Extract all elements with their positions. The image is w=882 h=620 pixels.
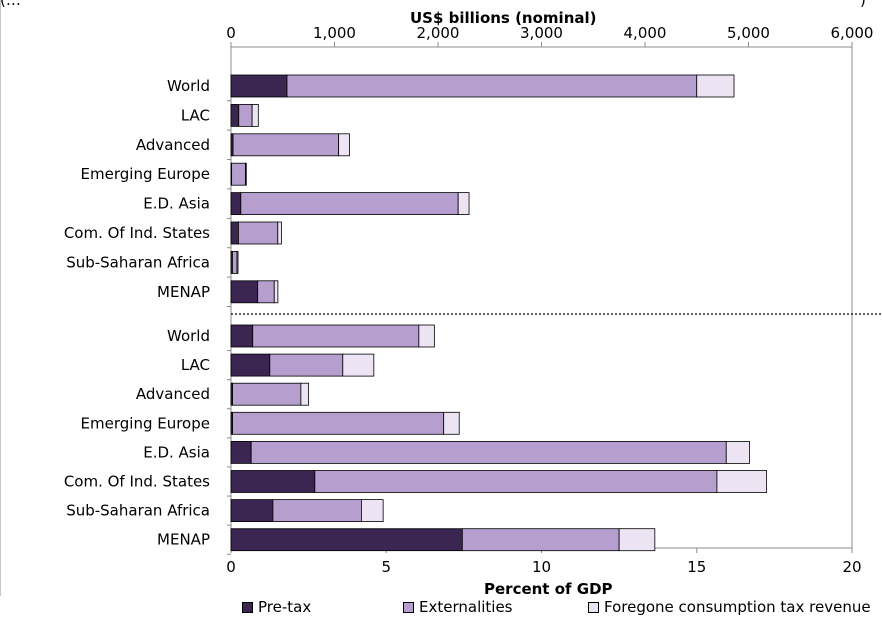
bottom-category-label: LAC xyxy=(181,356,210,374)
stacked-bar-chart: (…) US$ billions (nominal) 0 1,000 2,000 3,00… xyxy=(0,0,882,596)
header-fragment-right: ) xyxy=(860,0,866,9)
top-category-label: E.D. Asia xyxy=(143,195,210,213)
bottom-bar-externalities xyxy=(250,440,727,464)
bottom-bar-externalities xyxy=(269,353,344,377)
top-bar-externalities xyxy=(231,162,246,186)
top-tick-label: 5,000 xyxy=(727,24,770,42)
bottom-bar-pretax xyxy=(230,324,254,348)
top-category-label: Sub-Saharan Africa xyxy=(66,253,210,271)
top-bar-foregone xyxy=(338,133,350,157)
top-category-label: Com. Of Ind. States xyxy=(64,224,210,242)
bottom-category-label: MENAP xyxy=(157,531,210,549)
legend-item-foregone: Foregone consumption tax revenue xyxy=(588,598,871,616)
bottom-bar-foregone xyxy=(443,411,460,435)
bottom-category-label: World xyxy=(167,327,210,345)
bottom-bar-externalities xyxy=(232,411,445,435)
bottom-tick-label: 20 xyxy=(842,558,861,576)
chart-legend: Pre-tax Externalities Foregone consumpti… xyxy=(0,596,882,620)
legend-swatch-externalities xyxy=(403,601,414,613)
top-bar-pretax xyxy=(230,104,240,127)
top-category-label: LAC xyxy=(181,106,210,124)
top-bar-externalities xyxy=(286,74,698,98)
bottom-category-label: E.D. Asia xyxy=(143,443,210,461)
bottom-category-label: Emerging Europe xyxy=(81,414,210,432)
legend-label-foregone: Foregone consumption tax revenue xyxy=(604,598,871,616)
bottom-bar-foregone xyxy=(716,470,768,493)
bottom-bar-pretax xyxy=(230,440,252,464)
bottom-bar-foregone xyxy=(418,324,435,348)
top-tick-label: 4,000 xyxy=(624,24,667,42)
top-bar-foregone xyxy=(457,192,470,216)
top-bar-pretax xyxy=(230,221,239,245)
top-tick-label: 6,000 xyxy=(831,24,874,42)
legend-label-externalities: Externalities xyxy=(419,598,513,616)
legend-swatch-pretax xyxy=(242,601,253,613)
top-tick-label: 1,000 xyxy=(313,24,356,42)
bottom-bar-foregone xyxy=(361,499,384,523)
top-bar-pretax xyxy=(230,280,259,304)
top-bar-externalities xyxy=(232,250,238,274)
top-tick-label: 0 xyxy=(226,24,236,42)
legend-label-pretax: Pre-tax xyxy=(258,598,312,616)
top-bar-foregone xyxy=(696,74,735,98)
bottom-bar-externalities xyxy=(314,470,718,493)
top-bar-foregone xyxy=(251,104,259,127)
bottom-axis-title: Percent of GDP xyxy=(484,580,613,596)
bottom-bar-externalities xyxy=(252,324,420,348)
top-tick-label: 3,000 xyxy=(520,24,563,42)
legend-item-externalities: Externalities xyxy=(403,598,513,616)
top-bar-pretax xyxy=(230,74,288,98)
bottom-tick-label: 15 xyxy=(687,558,706,576)
top-bar-externalities xyxy=(238,104,253,127)
bottom-bar-externalities xyxy=(232,382,302,406)
bottom-category-label: Sub-Saharan Africa xyxy=(66,502,210,520)
top-bar-pretax xyxy=(230,192,242,216)
bottom-tick-label: 10 xyxy=(532,558,551,576)
bottom-bar-foregone xyxy=(618,528,656,552)
bottom-category-label: Advanced xyxy=(136,385,210,403)
top-bar-foregone xyxy=(245,162,247,186)
bottom-bar-externalities xyxy=(461,528,620,552)
header-fragment: (… xyxy=(0,0,21,9)
bottom-tick-label: 5 xyxy=(381,558,391,576)
top-bar-foregone xyxy=(277,221,282,245)
top-category-label: MENAP xyxy=(157,283,210,301)
bottom-bar-externalities xyxy=(272,499,362,523)
top-category-label: World xyxy=(167,77,210,95)
top-tick-label: 2,000 xyxy=(417,24,460,42)
bottom-bar-pretax xyxy=(230,528,463,552)
top-bar-externalities xyxy=(238,221,279,245)
top-bar-externalities xyxy=(240,192,459,216)
legend-item-pretax: Pre-tax xyxy=(242,598,311,616)
bottom-category-label: Com. Of Ind. States xyxy=(64,473,210,491)
bottom-bar-pretax xyxy=(230,499,274,523)
top-axis-title: US$ billions (nominal) xyxy=(410,9,597,27)
bottom-bar-pretax xyxy=(230,470,316,493)
bottom-bar-pretax xyxy=(230,353,271,377)
top-bar-externalities xyxy=(257,280,275,304)
top-bar-foregone xyxy=(236,250,239,274)
top-bar-foregone xyxy=(273,280,279,304)
top-category-label: Advanced xyxy=(136,136,210,154)
bottom-tick-label: 0 xyxy=(226,558,236,576)
bottom-bar-foregone xyxy=(342,353,375,377)
top-category-label: Emerging Europe xyxy=(81,165,210,183)
top-bar-externalities xyxy=(232,133,340,157)
bottom-bar-foregone xyxy=(725,440,750,464)
bottom-bar-foregone xyxy=(300,382,310,406)
legend-swatch-foregone xyxy=(588,601,599,613)
